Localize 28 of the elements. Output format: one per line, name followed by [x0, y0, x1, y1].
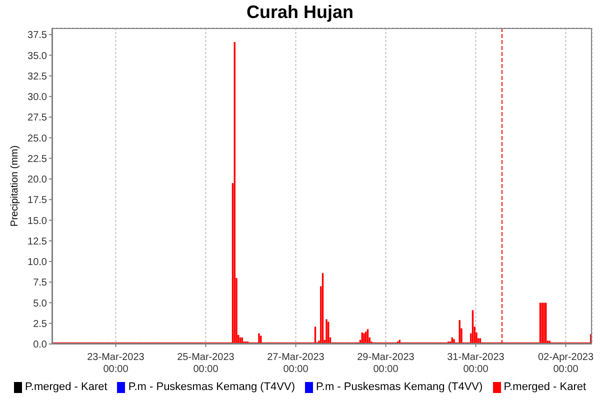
legend-label: P.merged - Karet	[504, 381, 586, 393]
y-tick-label: 12.5	[28, 236, 48, 248]
x-tick-label: 02-Apr-2023 00:00	[538, 352, 594, 375]
y-tick-label: 15.0	[28, 216, 48, 227]
y-tick-label: 32.5	[28, 71, 48, 82]
y-tick-label: 35.0	[28, 50, 48, 62]
y-tick-label: 37.5	[28, 30, 48, 42]
y-tick-label: 5.0	[33, 298, 48, 310]
legend-label: P.m - Puskesmas Kemang (T4VV)	[128, 381, 295, 393]
y-tick-label: 22.5	[28, 154, 48, 165]
y-tick-label: 17.5	[28, 195, 48, 206]
y-tick-label: 2.5	[33, 318, 48, 330]
legend-label: P.m - Puskesmas Kemang (T4VV)	[316, 381, 483, 393]
y-tick-label: 10.0	[28, 257, 48, 268]
legend-label: P.merged - Karet	[24, 381, 108, 393]
y-tick-label: 20.0	[28, 174, 48, 186]
chart-title: Curah Hujan	[245, 2, 354, 23]
x-tick-label: 23-Mar-2023 00:00	[87, 352, 145, 375]
y-tick-label: 27.5	[28, 112, 48, 124]
x-tick-label: 31-Mar-2023 00:00	[447, 352, 505, 375]
y-tick-label: 25.0	[28, 133, 48, 144]
y-tick-label: 7.5	[33, 278, 48, 289]
y-axis-title: Precipitation (mm)	[10, 145, 21, 227]
y-tick-label: 0.0	[33, 340, 48, 351]
x-tick-label: 25-Mar-2023 00:00	[177, 352, 235, 375]
y-tick-label: 30.0	[28, 92, 48, 104]
x-tick-label: 29-Mar-2023 00:00	[357, 352, 415, 375]
x-tick-label: 27-Mar-2023 00:00	[267, 352, 325, 375]
